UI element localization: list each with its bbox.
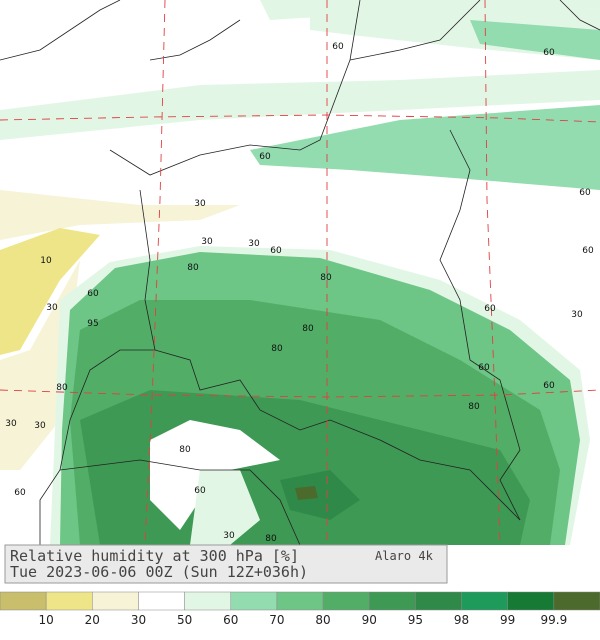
map-field: 60 60 60 60 30 30 30 60 10 60 80 80 60 30 60 30 95 80 80 60… xyxy=(0,0,600,546)
humidity-area xyxy=(0,228,100,355)
colorbar-label: 30 xyxy=(131,613,146,627)
colorbar-label: 70 xyxy=(269,613,284,627)
contour-label: 95 xyxy=(87,319,98,329)
colorbar-swatch xyxy=(368,591,416,611)
humidity-area xyxy=(190,470,260,545)
contour-label: 30 xyxy=(571,310,583,320)
colorbar-swatch xyxy=(138,591,185,611)
contour-label: 30 xyxy=(34,421,46,431)
colorbar-label: 90 xyxy=(362,613,377,627)
contour-label: 80 xyxy=(179,445,191,455)
colorbar-swatch xyxy=(461,591,508,611)
humidity-area xyxy=(470,20,600,60)
contour-label: 60 xyxy=(270,246,282,256)
info-box-bg xyxy=(4,544,448,584)
contour-label: 30 xyxy=(201,237,213,247)
contour-label: 30 xyxy=(46,303,58,313)
contour-label: 60 xyxy=(582,246,594,256)
humidity-area xyxy=(0,190,240,240)
contour-label: 60 xyxy=(259,152,271,162)
info-box: Relative humidity at 300 hPa [%] Tue 202… xyxy=(4,544,448,584)
colorbar-label: 20 xyxy=(85,613,100,627)
colorbar-label: 95 xyxy=(408,613,423,627)
contour-label: 60 xyxy=(543,48,555,58)
contour-label: 80 xyxy=(187,263,199,273)
colorbar-swatch xyxy=(415,591,462,611)
contour-label: 60 xyxy=(14,488,26,498)
contour-label: 60 xyxy=(478,363,490,373)
contour-label: 60 xyxy=(543,381,555,391)
contour-label: 30 xyxy=(223,531,235,541)
contour-label: 80 xyxy=(265,534,277,544)
colorbar-label: 98 xyxy=(454,613,469,627)
humidity-area xyxy=(295,486,318,500)
contour-label: 80 xyxy=(468,402,480,412)
contour-label: 60 xyxy=(484,304,496,314)
map-subtitle: Tue 2023-06-06 00Z (Sun 12Z+036h) xyxy=(10,563,308,581)
contour-label: 60 xyxy=(194,486,206,496)
colorbar-swatch xyxy=(276,591,324,611)
humidity-area xyxy=(250,105,600,190)
colorbar-swatch xyxy=(92,591,139,611)
colorbar-label: 10 xyxy=(39,613,54,627)
contour-label: 60 xyxy=(579,188,591,198)
humidity-area xyxy=(260,0,600,20)
contour-label: 60 xyxy=(332,42,344,52)
colorbar-label: 99 xyxy=(500,613,515,627)
contour-label: 30 xyxy=(248,239,260,249)
contour-label: 80 xyxy=(56,383,68,393)
colorbar-label: 99.9 xyxy=(540,613,567,627)
borders xyxy=(0,0,600,546)
colorbar-swatch xyxy=(184,591,232,611)
colorbar: 10 20 30 50 60 70 80 90 95 98 99 99.9 xyxy=(0,591,600,627)
colorbar-swatch xyxy=(507,591,555,611)
map-title: Relative humidity at 300 hPa [%] xyxy=(10,547,299,565)
colorbar-swatch xyxy=(322,591,370,611)
lat-lon-grid xyxy=(0,0,600,546)
colorbar-swatch xyxy=(0,591,47,611)
contour-label: 30 xyxy=(194,199,206,209)
contour-label: 10 xyxy=(40,256,52,266)
contour-label: 30 xyxy=(5,419,17,429)
contour-label: 60 xyxy=(87,289,99,299)
colorbar-swatch xyxy=(230,591,278,611)
contour-label: 80 xyxy=(271,344,283,354)
colorbar-label: 80 xyxy=(315,613,330,627)
contour-label: 80 xyxy=(320,273,332,283)
colorbar-label: 50 xyxy=(177,613,192,627)
contour-labels: 60 60 60 60 30 30 30 60 10 60 80 80 60 30 60 30 95 80 80 60… xyxy=(5,42,594,544)
humidity-area xyxy=(0,70,600,140)
humidity-area xyxy=(280,470,360,520)
colorbar-label: 60 xyxy=(223,613,238,627)
colorbar-swatch xyxy=(45,591,93,611)
contour-label: 80 xyxy=(302,324,314,334)
colorbar-swatch xyxy=(553,591,600,611)
model-name: Alaro 4k xyxy=(375,549,434,563)
